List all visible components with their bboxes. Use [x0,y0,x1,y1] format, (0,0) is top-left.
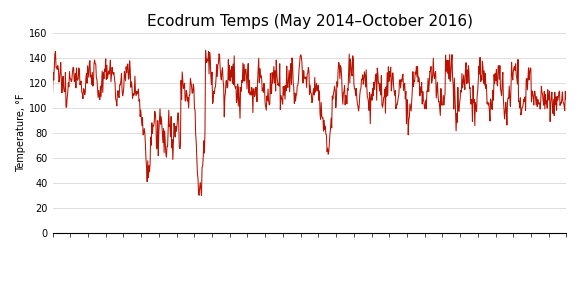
Title: Ecodrum Temps (May 2014–October 2016): Ecodrum Temps (May 2014–October 2016) [147,14,472,29]
Y-axis label: Temperature, °F: Temperature, °F [16,94,26,172]
